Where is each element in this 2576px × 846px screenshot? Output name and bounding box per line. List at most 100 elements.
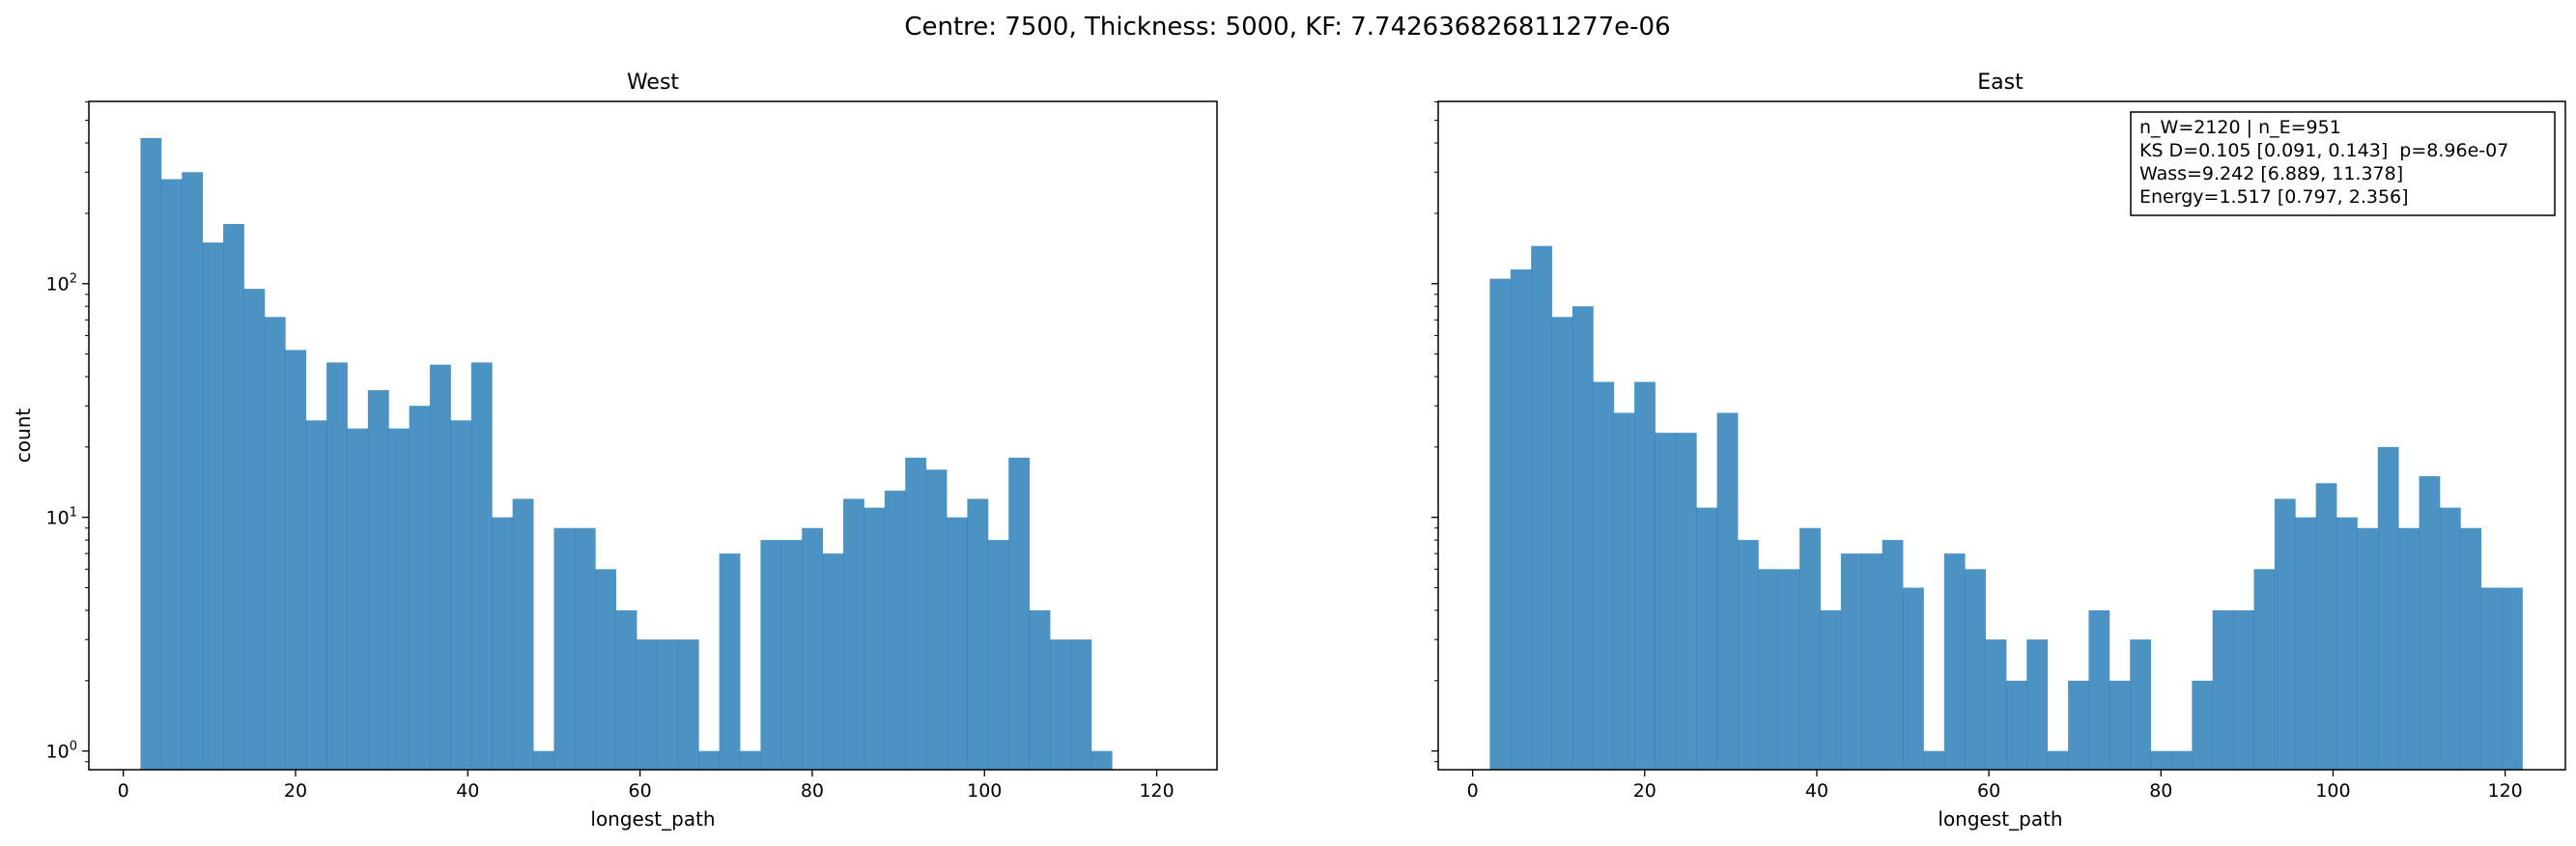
east-bar bbox=[1965, 569, 1986, 770]
west-bars bbox=[140, 137, 1113, 770]
east-x-tick-label: 40 bbox=[1805, 780, 1828, 802]
west-title: West bbox=[627, 70, 679, 95]
east-bar bbox=[2460, 527, 2482, 770]
east-bar bbox=[2212, 609, 2234, 770]
west-bar bbox=[657, 639, 679, 770]
east-subplot: East 0 20 40 60 80 100 120 longest_path n_W=21… bbox=[1431, 70, 2566, 831]
east-bar bbox=[1903, 587, 1924, 770]
east-bar bbox=[2026, 639, 2049, 770]
west-bar bbox=[1050, 639, 1071, 770]
stats-box-frame bbox=[2130, 111, 2556, 216]
west-x-ticks: 0 20 40 60 80 100 120 bbox=[118, 770, 1175, 802]
west-bar bbox=[285, 350, 307, 770]
east-bar bbox=[1489, 278, 1512, 770]
west-bar bbox=[326, 362, 348, 770]
east-bar bbox=[2398, 527, 2420, 770]
west-bar bbox=[1029, 609, 1051, 770]
west-bar bbox=[615, 609, 637, 770]
west-bar bbox=[802, 527, 824, 770]
east-x-tick-label: 100 bbox=[2315, 780, 2350, 802]
west-axes-frame bbox=[88, 100, 1218, 771]
west-bar bbox=[677, 639, 699, 770]
east-x-tick-label: 0 bbox=[1467, 780, 1479, 802]
west-bar bbox=[698, 750, 721, 770]
east-x-tick-label: 20 bbox=[1633, 780, 1656, 802]
east-bar bbox=[1778, 569, 1800, 770]
west-bar bbox=[160, 179, 183, 770]
west-y-axis-label: count bbox=[12, 409, 35, 464]
east-bar bbox=[2171, 750, 2193, 770]
east-bar bbox=[2377, 446, 2399, 770]
west-x-tick-label: 80 bbox=[801, 780, 824, 802]
east-title: East bbox=[1977, 70, 2024, 95]
east-axes-frame bbox=[1437, 100, 2566, 771]
east-bar bbox=[2295, 517, 2317, 770]
west-bar bbox=[492, 517, 514, 770]
west-x-tick-label: 100 bbox=[967, 780, 1002, 802]
west-bar bbox=[780, 540, 803, 770]
east-x-tick-label: 120 bbox=[2488, 780, 2523, 802]
west-bar bbox=[947, 517, 968, 770]
west-bar bbox=[925, 469, 948, 770]
east-bar bbox=[1985, 639, 2007, 770]
east-y-ticks bbox=[1431, 100, 1438, 763]
east-bar bbox=[1696, 507, 1718, 770]
east-bar bbox=[2336, 517, 2358, 770]
east-bar bbox=[1861, 553, 1883, 770]
east-bar bbox=[1738, 540, 1759, 770]
east-bars bbox=[1489, 245, 2523, 770]
west-bar bbox=[843, 498, 864, 770]
west-bar bbox=[264, 317, 286, 770]
west-bar bbox=[740, 750, 761, 770]
east-bar bbox=[2192, 680, 2214, 770]
west-bar bbox=[533, 750, 554, 770]
west-bar bbox=[967, 498, 989, 770]
east-bar bbox=[2274, 498, 2296, 770]
east-bar bbox=[2439, 507, 2461, 770]
west-x-tick-label: 20 bbox=[284, 780, 307, 802]
east-bar bbox=[2253, 569, 2276, 770]
east-bar bbox=[1758, 569, 1780, 770]
west-bar bbox=[719, 553, 741, 770]
west-y-tick-label: 102 bbox=[46, 272, 77, 296]
east-bar bbox=[2419, 476, 2441, 770]
west-bar bbox=[347, 428, 369, 770]
east-bar bbox=[1531, 245, 1552, 770]
east-x-ticks: 0 20 40 60 80 100 120 bbox=[1467, 770, 2523, 802]
west-bar bbox=[884, 491, 906, 770]
west-bar bbox=[1070, 639, 1092, 770]
west-bar bbox=[512, 498, 534, 770]
west-bar bbox=[574, 527, 596, 770]
west-bar bbox=[822, 553, 844, 770]
west-x-axis-label: longest_path bbox=[590, 807, 715, 831]
east-bar bbox=[1613, 412, 1635, 770]
west-bar bbox=[760, 540, 782, 770]
east-bar bbox=[1882, 540, 1904, 770]
east-bar bbox=[2150, 750, 2172, 770]
stats-line-counts: n_W=2120 | n_E=951 bbox=[2139, 117, 2341, 138]
west-y-ticks: 100 101 102 bbox=[46, 100, 89, 763]
east-bar bbox=[1571, 306, 1594, 770]
east-bar bbox=[2357, 527, 2379, 770]
west-bar bbox=[223, 223, 244, 770]
west-bar bbox=[1008, 457, 1031, 770]
stats-box: n_W=2120 | n_E=951 KS D=0.105 [0.091, 0.… bbox=[2130, 111, 2556, 216]
west-subplot: West 0 20 40 60 80 100 120 100 101 102 longest_p… bbox=[12, 70, 1218, 831]
stats-line-energy: Energy=1.517 [0.797, 2.356] bbox=[2139, 186, 2409, 208]
west-bar bbox=[367, 390, 389, 770]
west-bar bbox=[905, 457, 927, 770]
east-bar bbox=[1840, 553, 1862, 770]
east-bar bbox=[2068, 680, 2089, 770]
east-bar bbox=[1551, 317, 1573, 770]
east-bar bbox=[2088, 609, 2110, 770]
west-bar bbox=[553, 527, 576, 770]
west-x-tick-label: 0 bbox=[118, 780, 129, 802]
west-bar bbox=[1090, 750, 1113, 770]
west-x-tick-label: 60 bbox=[629, 780, 652, 802]
east-bar bbox=[1716, 412, 1739, 770]
figure-suptitle: Centre: 7500, Thickness: 5000, KF: 7.742… bbox=[904, 13, 1670, 42]
west-bar bbox=[430, 364, 451, 770]
east-bar bbox=[1634, 381, 1656, 770]
east-bar bbox=[2130, 639, 2152, 770]
